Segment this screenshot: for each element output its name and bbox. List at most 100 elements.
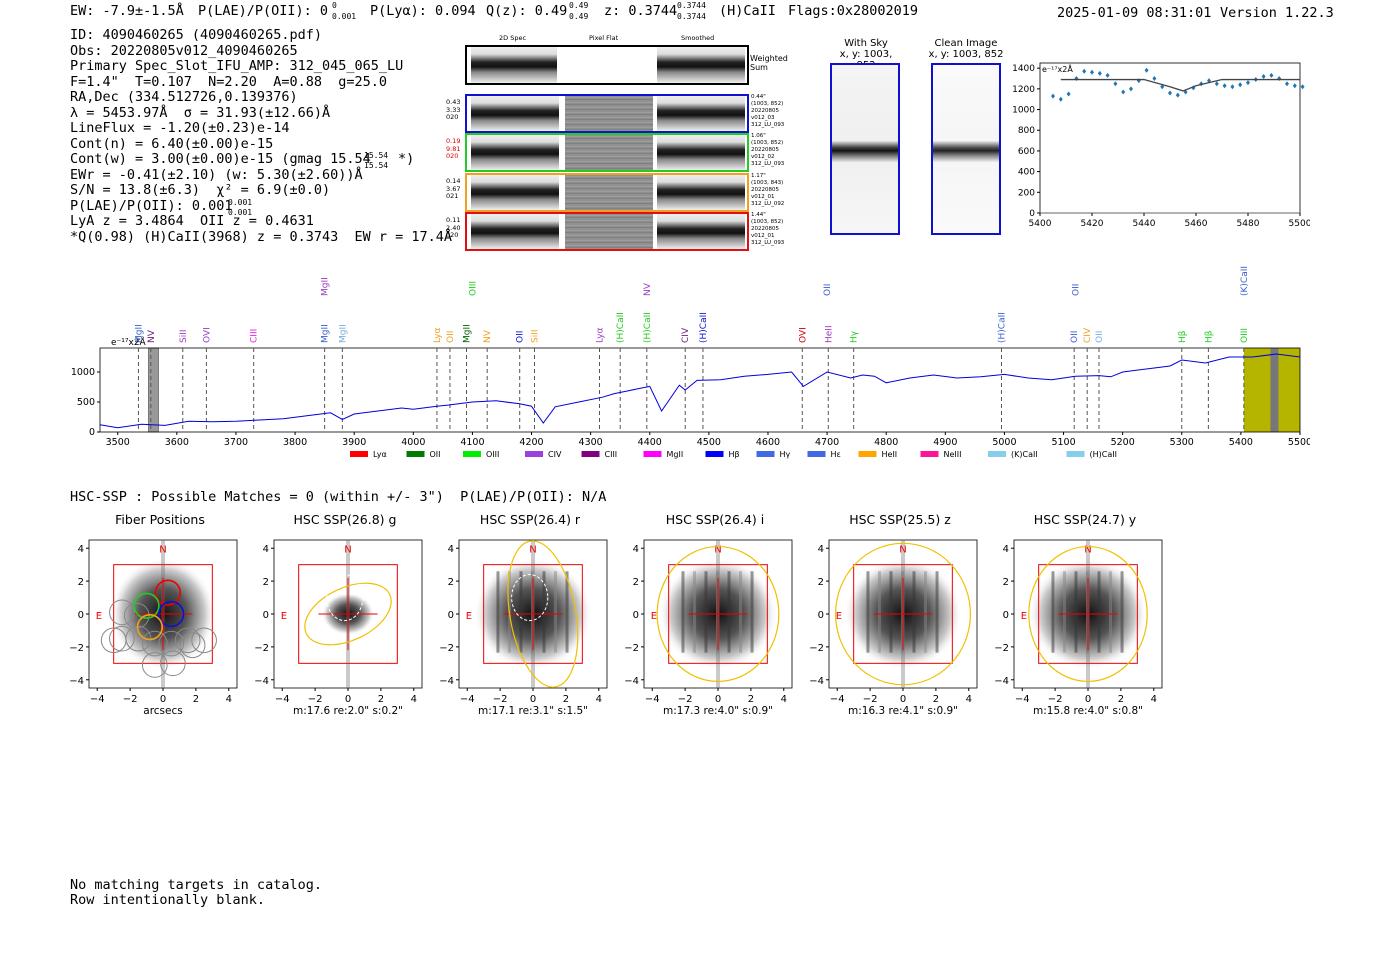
clean-image-coords: x, y: 1003, 852	[928, 49, 1004, 60]
hsc-panel-image: N E 4 2 0 −2 −4 −4 −2 0 2 4 m:17.6 re:2.0" s:0.2"	[255, 539, 423, 717]
legend-label: Hγ	[780, 450, 791, 459]
hsc-stripe	[496, 571, 500, 653]
cutout-2dspec	[471, 175, 559, 210]
fiber-circle-highlight	[136, 614, 163, 641]
cutout-stat: 0.43	[446, 98, 461, 106]
hsc-stripe	[877, 571, 881, 653]
spec-xtick-label: 4200	[519, 437, 543, 448]
fiber-circle	[158, 630, 185, 657]
zoom-point	[1261, 73, 1266, 79]
hsc-xtick-label: 4	[226, 694, 232, 705]
hsc-xtick-label: −4	[645, 694, 660, 705]
zoom-ytick-label: 0	[1029, 209, 1035, 219]
hsc-xtick-label: 0	[900, 694, 906, 705]
spec-xtick-label: 4000	[401, 437, 425, 448]
legend-swatch	[988, 451, 1006, 457]
cutout-row	[465, 173, 749, 212]
zoom-point	[1129, 86, 1133, 92]
cutout-row	[465, 212, 749, 251]
info-plae-sub: 0.001	[228, 207, 253, 217]
info-ewr: EWr = -0.41(±2.10) (w: 5.30(±2.60))Å	[70, 166, 363, 183]
hsc-xtick-label: 4	[411, 694, 417, 705]
fiber-circle-highlight	[133, 592, 160, 619]
spec-upper-label: NV	[643, 282, 653, 296]
footer-line-1: No matching targets in catalog.	[70, 877, 322, 893]
hsc-panel-title: Fiber Positions	[115, 512, 205, 527]
cutout-row	[465, 94, 749, 133]
spec-line-label: (H)CaII	[616, 312, 626, 343]
cutout-pixelflat	[565, 214, 653, 249]
legend-swatch	[406, 451, 425, 457]
hsc-panel-image: N E 4 2 0 −2 −4 −4 −2 0 2 4 m:17.1 re:3.1" s:1.5"	[440, 539, 608, 717]
cutout-stat: 020	[446, 152, 459, 160]
spec-line-label: NV	[483, 329, 493, 343]
header-qz-value: Q(z): 0.49	[486, 3, 568, 19]
spec-line-label: Lyα	[433, 327, 443, 343]
hsc-ellipse	[507, 540, 579, 688]
zoom-xtick-label: 5400	[1029, 219, 1052, 229]
spec-line-label: Hβ	[1204, 330, 1214, 343]
spec-line-label: MgII	[463, 324, 473, 343]
legend-label: Hβ	[729, 450, 740, 459]
cutout-headers: 2D Spec Pixel Flat Smoothed	[465, 34, 749, 45]
spec-upper-label: OII	[823, 284, 833, 296]
zoom-point	[1152, 76, 1157, 82]
hsc-stripe	[1097, 571, 1101, 653]
spec-xtick-label: 5200	[1111, 437, 1135, 448]
info-plae: P(LAE)/P(OII): 0.001 0.001 0.001	[70, 198, 452, 217]
hsc-ytick-label: −4	[255, 676, 269, 687]
zoom-point	[1238, 82, 1243, 88]
cutout-meta: 0.44"	[751, 94, 766, 100]
hsc-east-label: E	[281, 611, 287, 622]
hsc-stripe	[1074, 571, 1078, 653]
hsc-xtick-label: 2	[378, 694, 384, 705]
info-contn: Cont(n) = 6.40(±0.00)e-15	[70, 135, 274, 152]
spec-xtick-label: 4500	[697, 437, 721, 448]
zoom-point	[1246, 80, 1250, 86]
spec-line-label: CIII	[250, 329, 260, 343]
header-plae-value: P(LAE)/P(OII): 0	[198, 3, 329, 19]
weighted-label: Weighted Sum	[750, 54, 788, 72]
cutout-meta: 1.17"	[751, 173, 766, 179]
spec-xtick-label: 5500	[1288, 437, 1310, 448]
cutout-row-stats: 0.11 2.40 020	[446, 216, 460, 240]
zoom-point	[1168, 90, 1172, 96]
cutout-meta: 312_LU_092	[751, 201, 785, 207]
hsc-panel-title: HSC SSP(26.4) i	[665, 512, 765, 527]
hsc-xtick-label: 0	[160, 694, 166, 705]
legend-label: OII	[430, 450, 441, 459]
legend-swatch	[350, 451, 368, 457]
hsc-xtick-label: −2	[1048, 694, 1063, 705]
hsc-stripe	[935, 571, 939, 653]
hsc-east-label: E	[651, 611, 657, 622]
cutout-header-pixelflat: Pixel Flat	[589, 34, 619, 42]
spec-line-label: OII	[446, 331, 456, 343]
hsc-ytick-label: 2	[78, 577, 84, 588]
cutout-meta: 312_LU_093	[751, 240, 785, 246]
hsc-panel-image: N E 4 2 0 −2 −4 −4 −2 0 2 4 m:15.8 re:4.0" s:0.8"	[995, 539, 1163, 717]
hsc-ytick-label: −4	[995, 676, 1009, 687]
footer-line-2: Row intentionally blank.	[70, 892, 266, 908]
zoom-point	[1269, 72, 1274, 78]
header-ew: EW: -7.9±-1.5Å	[70, 3, 184, 19]
hsc-stripe	[554, 571, 558, 653]
hsc-ytick-label: −2	[810, 643, 824, 654]
spec-line-label: (H)CaII	[997, 312, 1007, 343]
hsc-xtick-label: −4	[460, 694, 475, 705]
hsc-ytick-label: −2	[625, 643, 639, 654]
hsc-ytick-label: −2	[440, 643, 454, 654]
hsc-panel-title: HSC SSP(26.8) g	[293, 512, 397, 527]
hsc-xtick-label: −4	[275, 694, 290, 705]
zoom-ytick-label: 1400	[1012, 64, 1035, 74]
zoom-point	[1105, 72, 1110, 78]
spec-line-label: MgII	[134, 324, 144, 343]
hsc-xtick-label: 4	[781, 694, 787, 705]
hsc-ytick-label: 4	[633, 544, 639, 555]
hsc-ytick-label: 0	[78, 610, 84, 621]
zoom-point	[1097, 70, 1102, 76]
hsc-panel-caption: m:17.6 re:2.0" s:0.2"	[293, 705, 403, 717]
spec-xtick-label: 3800	[283, 437, 307, 448]
hsc-ellipse	[1028, 545, 1148, 683]
hsc-stripe	[912, 571, 916, 653]
fiber-circle	[109, 625, 135, 652]
